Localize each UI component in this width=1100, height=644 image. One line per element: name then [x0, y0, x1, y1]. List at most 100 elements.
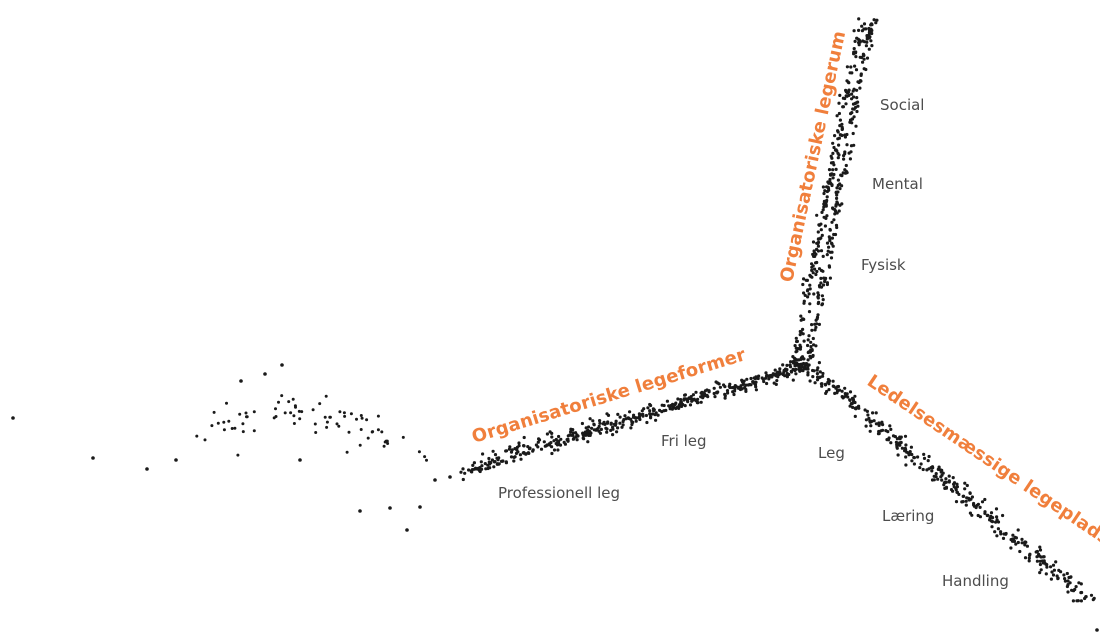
scatter-dot [487, 460, 491, 464]
scatter-dot [775, 379, 779, 383]
scatter-dot [828, 379, 832, 383]
scatter-dot [832, 145, 836, 150]
scatter-dot [670, 404, 674, 408]
scatter-dot [894, 440, 899, 444]
scatter-dot [875, 18, 879, 22]
scatter-dot [811, 271, 815, 275]
scatter-dot [481, 452, 485, 456]
scatter-dot [837, 136, 842, 140]
scatter-dot [840, 395, 844, 399]
scatter-dot [480, 464, 484, 468]
scatter-dot [802, 339, 806, 343]
scatter-dot [1016, 528, 1020, 532]
scatter-dot [820, 210, 824, 214]
scatter-dot [829, 161, 834, 165]
scatter-dot [848, 398, 852, 402]
scatter-dot [863, 40, 867, 44]
scatter-dot [862, 67, 866, 71]
scatter-dot [850, 97, 854, 101]
scatter-dot [815, 247, 819, 251]
scatter-dot [944, 486, 949, 490]
scatter-dot [843, 386, 847, 390]
scatter-dot [821, 208, 825, 212]
scatter-dot [512, 455, 516, 459]
scatter-dot [802, 277, 806, 281]
scatter-dot [358, 443, 362, 447]
scatter-dot [833, 212, 837, 216]
scatter-dot [495, 456, 499, 460]
scatter-dot [554, 442, 558, 446]
scatter-dot [931, 466, 935, 470]
scatter-dot [843, 96, 847, 101]
scatter-dot [11, 416, 15, 420]
scatter-dot [916, 455, 920, 459]
scatter-dot [828, 177, 832, 182]
scatter-dot [872, 419, 876, 423]
scatter-dot [853, 39, 857, 44]
scatter-dot [794, 336, 798, 340]
scatter-dot [771, 373, 775, 377]
scatter-dot [658, 408, 662, 412]
scatter-dot [380, 430, 384, 434]
scatter-dot [819, 249, 824, 253]
scatter-dot [670, 407, 675, 411]
scatter-dot [886, 430, 890, 434]
scatter-dot [972, 501, 976, 506]
scatter-dot [1040, 559, 1044, 563]
scatter-dot [877, 431, 881, 436]
scatter-dot [815, 372, 820, 376]
scatter-dot [821, 298, 825, 302]
scatter-dot [418, 505, 422, 509]
scatter-dot [821, 185, 826, 189]
scatter-dot [855, 96, 859, 100]
scatter-dot [620, 425, 624, 429]
scatter-dot [714, 380, 718, 384]
scatter-dot [1025, 544, 1029, 548]
scatter-dot [471, 463, 475, 467]
scatter-dot [1079, 582, 1083, 586]
scatter-dot [985, 513, 989, 518]
scatter-dot [840, 133, 844, 138]
scatter-dot [289, 411, 293, 415]
scatter-dot [806, 295, 810, 299]
scatter-dot [463, 471, 467, 475]
scatter-dot [867, 416, 871, 420]
scatter-dot [685, 397, 690, 401]
scatter-dot [836, 384, 841, 389]
scatter-dot [1035, 559, 1039, 563]
scatter-dot [280, 363, 284, 367]
scatter-dot [823, 201, 827, 205]
scatter-dot [852, 29, 856, 33]
scatter-dot [827, 245, 831, 249]
scatter-dot [388, 506, 392, 510]
scatter-dot [448, 475, 452, 479]
scatter-dot [222, 420, 226, 424]
scatter-dot [785, 375, 790, 379]
scatter-dot [732, 392, 736, 397]
scatter-dot [654, 411, 658, 415]
scatter-dot [522, 444, 526, 448]
scatter-dot [1066, 590, 1070, 594]
scatter-dot [919, 462, 923, 466]
scatter-dot [863, 408, 867, 412]
scatter-dot [989, 519, 994, 523]
scatter-dot [853, 414, 857, 418]
scatter-dot [718, 385, 723, 389]
scatter-dot [1038, 571, 1042, 575]
scatter-dot [469, 469, 473, 474]
scatter-dot [519, 457, 523, 461]
scatter-dot [1095, 628, 1099, 632]
scatter-dot [818, 375, 822, 379]
scatter-dot [833, 148, 838, 152]
scatter-dot [951, 476, 955, 480]
scatter-dot [833, 134, 837, 138]
scatter-dot [649, 403, 653, 408]
scatter-dot [983, 497, 987, 502]
scatter-dot [964, 499, 968, 503]
scatter-dot [1063, 577, 1067, 581]
scatter-dot [386, 442, 390, 445]
scatter-dot [707, 389, 711, 393]
scatter-dot [723, 394, 727, 398]
label-ledelsesmaessige-legepladser: Ledelsesmæssige legepladser [863, 371, 1100, 562]
scatter-dot [868, 30, 873, 35]
